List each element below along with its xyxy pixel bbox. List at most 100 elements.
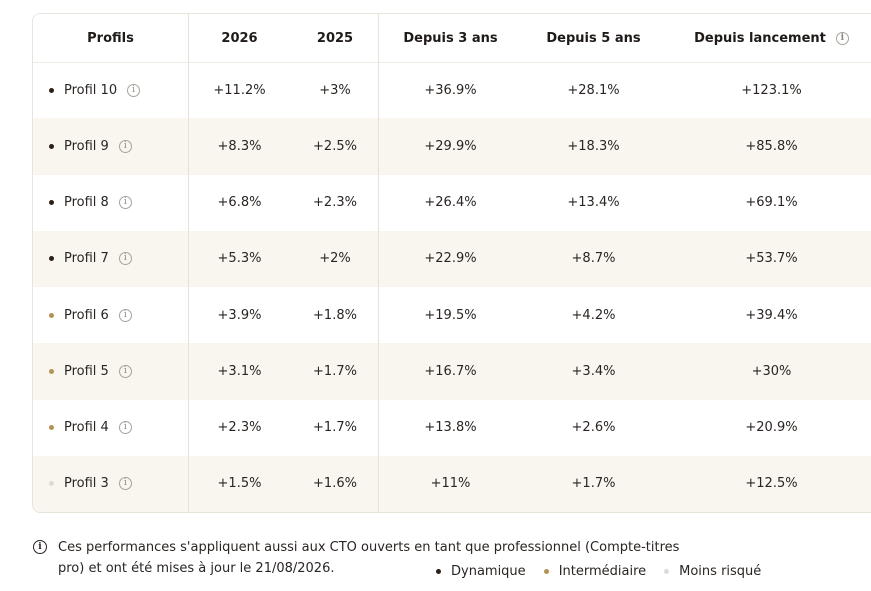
value-2025: +1.7%: [313, 420, 357, 436]
table-row: Profil 8 i +6.8% +2.3% +26.4% +13.4% +69.1%: [33, 175, 871, 231]
value-2026: +3.1%: [217, 363, 262, 379]
legend-item: Dynamique: [436, 564, 526, 579]
value-depuis-5-ans: +28.1%: [567, 82, 620, 98]
header-2026: 2026: [221, 30, 258, 46]
value-2026: +3.9%: [217, 307, 262, 323]
info-icon[interactable]: i: [118, 252, 132, 266]
value-depuis-5-ans: +1.7%: [571, 476, 616, 492]
footer-note-text: Ces performances s'appliquent aussi aux …: [58, 540, 680, 576]
profile-cell: Profil 6 i: [33, 287, 188, 343]
value-depuis-5-ans: +13.4%: [567, 195, 620, 211]
profile-name: Profil 7: [64, 251, 109, 267]
info-icon: i: [33, 540, 47, 554]
value-depuis-5-ans: +2.6%: [571, 420, 616, 436]
profile-cell: Profil 7 i: [33, 231, 188, 287]
info-icon[interactable]: i: [127, 83, 141, 97]
value-2026: +8.3%: [217, 138, 262, 154]
table-row: Profil 7 i +5.3% +2% +22.9% +8.7% +53.7%: [33, 230, 871, 287]
header-depuis-5-ans: Depuis 5 ans: [546, 30, 641, 46]
value-depuis-lancement: +53.7%: [745, 251, 798, 267]
legend-dot: [664, 568, 670, 574]
header-depuis-3-ans: Depuis 3 ans: [403, 30, 498, 46]
profile-name: Profil 6: [64, 307, 109, 323]
profile-name: Profil 3: [64, 476, 109, 492]
risk-dot: [49, 256, 54, 262]
value-2026: +11.2%: [213, 82, 266, 98]
risk-dot: [49, 368, 54, 374]
value-depuis-lancement: +85.8%: [745, 138, 798, 154]
value-2026: +1.5%: [217, 476, 262, 492]
table-row: Profil 3 i +1.5% +1.6% +11% +1.7% +12.5%: [33, 455, 871, 512]
legend-dot: [436, 568, 441, 574]
profile-name: Profil 4: [64, 420, 109, 436]
info-icon[interactable]: i: [118, 421, 132, 435]
profile-name: Profil 5: [64, 363, 109, 379]
value-depuis-5-ans: +8.7%: [571, 251, 616, 267]
value-2025: +1.8%: [313, 307, 357, 323]
table-row: Profil 5 i +3.1% +1.7% +16.7% +3.4% +30%: [33, 343, 871, 400]
risk-dot: [49, 425, 54, 431]
info-icon[interactable]: i: [118, 139, 132, 153]
legend-item: Intermédiaire: [543, 563, 647, 579]
profile-cell: Profil 9 i: [33, 118, 188, 174]
value-2025: +2%: [319, 251, 351, 267]
value-2025: +3%: [319, 82, 351, 98]
info-icon[interactable]: i: [118, 196, 132, 210]
value-depuis-lancement: +123.1%: [741, 82, 802, 98]
value-2026: +5.3%: [217, 251, 262, 267]
info-icon[interactable]: i: [118, 364, 132, 378]
table-row: Profil 4 i +2.3% +1.7% +13.8% +2.6% +20.9%: [33, 400, 871, 456]
value-depuis-3-ans: +11%: [430, 476, 471, 492]
value-2025: +1.6%: [313, 476, 357, 492]
info-icon[interactable]: i: [118, 308, 132, 322]
value-depuis-3-ans: +16.7%: [424, 363, 477, 379]
value-depuis-lancement: +20.9%: [745, 420, 798, 436]
value-depuis-5-ans: +18.3%: [567, 138, 620, 154]
table-row: Profil 9 i +8.3% +2.5% +29.9% +18.3% +85.8%: [33, 118, 871, 175]
table-header: Profils 2026 2025 Depuis 3 ans Depuis 5 …: [33, 14, 871, 63]
risk-dot: [49, 312, 54, 318]
profile-cell: Profil 4 i: [33, 400, 188, 456]
profile-name: Profil 10: [64, 82, 118, 98]
profile-name: Profil 8: [64, 195, 109, 211]
value-2025: +1.7%: [313, 363, 357, 379]
value-depuis-3-ans: +22.9%: [424, 251, 477, 267]
value-depuis-lancement: +12.5%: [745, 476, 798, 492]
profile-cell: Profil 10 i: [33, 62, 188, 118]
header-profils: Profils: [87, 30, 134, 46]
value-2026: +6.8%: [217, 195, 262, 211]
value-2025: +2.3%: [313, 195, 357, 211]
legend-item: Moins risqué: [664, 564, 761, 579]
performance-table: Profils 2026 2025 Depuis 3 ans Depuis 5 …: [32, 13, 871, 513]
legend-label: Intermédiaire: [558, 563, 647, 579]
legend-label: Moins risqué: [679, 563, 762, 579]
value-depuis-3-ans: +29.9%: [424, 138, 477, 154]
risk-legend: Dynamique Intermédiaire Moins risqué: [436, 561, 779, 581]
value-depuis-lancement: +69.1%: [745, 195, 798, 211]
risk-dot: [49, 87, 54, 93]
legend-dot: [543, 568, 549, 574]
column-divider: [378, 14, 379, 512]
profile-cell: Profil 8 i: [33, 175, 188, 231]
value-2026: +2.3%: [217, 420, 262, 436]
profile-cell: Profil 5 i: [33, 343, 188, 399]
legend-label: Dynamique: [451, 563, 526, 579]
value-depuis-3-ans: +36.9%: [424, 82, 477, 98]
value-depuis-3-ans: +26.4%: [424, 195, 477, 211]
value-depuis-lancement: +39.4%: [745, 307, 798, 323]
table-row: Profil 6 i +3.9% +1.8% +19.5% +4.2% +39.4%: [33, 287, 871, 343]
value-2025: +2.5%: [313, 138, 357, 154]
value-depuis-3-ans: +13.8%: [424, 420, 477, 436]
column-divider: [188, 14, 189, 512]
value-depuis-5-ans: +3.4%: [571, 363, 616, 379]
table-row: Profil 10 i +11.2% +3% +36.9% +28.1% +123.1%: [33, 62, 871, 118]
header-2025: 2025: [316, 30, 354, 46]
risk-dot: [49, 481, 54, 487]
info-icon[interactable]: i: [118, 477, 132, 491]
value-depuis-3-ans: +19.5%: [424, 307, 477, 323]
info-icon[interactable]: i: [835, 31, 849, 45]
value-depuis-lancement: +30%: [751, 363, 792, 379]
value-depuis-5-ans: +4.2%: [571, 307, 616, 323]
profile-cell: Profil 3 i: [33, 456, 188, 512]
header-depuis-lancement: Depuis lancement i: [665, 14, 871, 62]
